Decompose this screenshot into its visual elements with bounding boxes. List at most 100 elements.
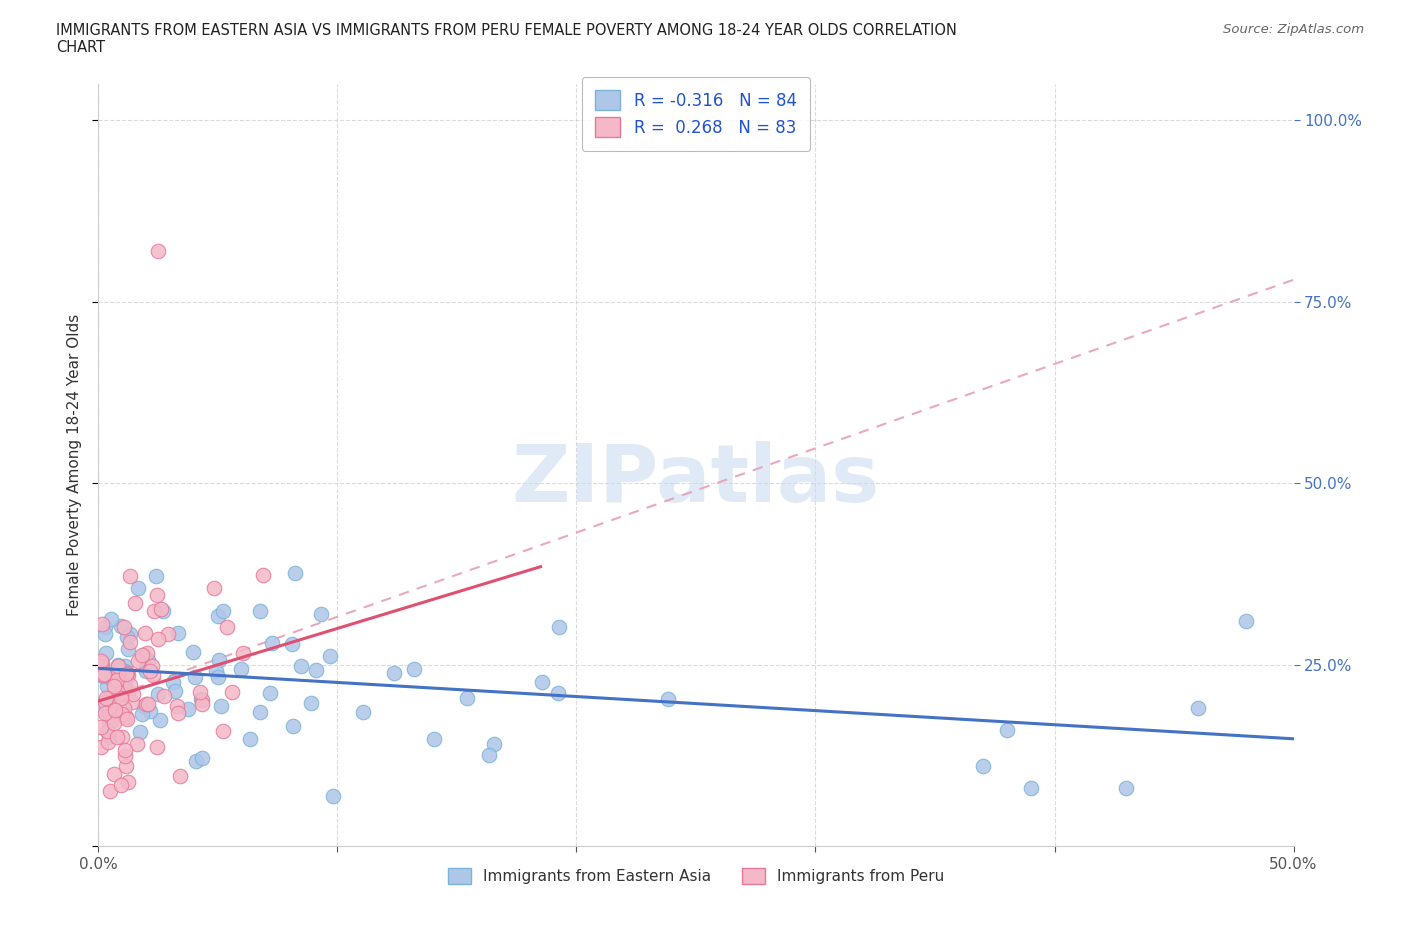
Point	[530, 674, 553, 689]
Y-axis label: Female Poverty Among 18-24 Year Olds: Female Poverty Among 18-24 Year Olds	[66, 314, 82, 616]
Point	[110, 618, 132, 633]
Point	[103, 716, 125, 731]
Text: Source: ZipAtlas.com: Source: ZipAtlas.com	[1223, 23, 1364, 36]
Point	[284, 565, 307, 580]
Point	[112, 681, 135, 696]
Point	[221, 684, 243, 699]
Point	[136, 697, 159, 711]
Point	[115, 759, 138, 774]
Point	[188, 684, 211, 699]
Point	[93, 619, 115, 634]
Point	[166, 698, 188, 713]
Point	[93, 627, 115, 642]
Point	[152, 604, 174, 618]
Point	[402, 662, 425, 677]
Point	[104, 677, 127, 692]
Point	[134, 626, 156, 641]
Point	[125, 737, 148, 751]
Point	[97, 729, 120, 744]
Point	[90, 617, 112, 631]
Point	[142, 604, 165, 618]
Point	[107, 663, 129, 678]
Point	[132, 648, 155, 663]
Point	[108, 666, 131, 681]
Point	[124, 595, 146, 610]
Point	[136, 653, 159, 668]
Point	[114, 664, 136, 679]
Point	[135, 697, 157, 711]
Point	[98, 691, 121, 706]
Point	[114, 658, 136, 673]
Point	[167, 626, 190, 641]
Point	[309, 606, 332, 621]
Point	[547, 685, 569, 700]
Legend: Immigrants from Eastern Asia, Immigrants from Peru: Immigrants from Eastern Asia, Immigrants…	[440, 861, 952, 892]
Point	[202, 581, 225, 596]
Point	[121, 695, 143, 710]
Point	[1234, 614, 1257, 629]
Point	[131, 707, 153, 722]
Point	[90, 656, 112, 671]
Point	[205, 664, 228, 679]
Point	[97, 715, 120, 730]
Point	[90, 739, 112, 754]
Point	[94, 706, 117, 721]
Point	[110, 685, 132, 700]
Point	[207, 609, 229, 624]
Point	[207, 670, 229, 684]
Point	[121, 687, 143, 702]
Point	[90, 720, 112, 735]
Point	[150, 602, 173, 617]
Point	[90, 658, 112, 673]
Point	[107, 658, 129, 672]
Point	[101, 699, 124, 714]
Point	[91, 668, 114, 683]
Point	[1019, 781, 1042, 796]
Point	[120, 569, 142, 584]
Point	[97, 706, 120, 721]
Point	[101, 672, 124, 687]
Point	[138, 664, 160, 679]
Point	[114, 749, 136, 764]
Point	[995, 723, 1018, 737]
Point	[148, 686, 170, 701]
Point	[100, 612, 122, 627]
Point	[115, 630, 138, 644]
Point	[146, 631, 169, 646]
Point	[111, 677, 134, 692]
Point	[104, 703, 127, 718]
Point	[322, 789, 344, 804]
Point	[249, 604, 271, 618]
Point	[142, 668, 165, 683]
Point	[145, 587, 167, 602]
Point	[114, 710, 136, 724]
Point	[217, 620, 239, 635]
Point	[118, 627, 141, 642]
Point	[131, 648, 153, 663]
Point	[132, 698, 155, 713]
Point	[98, 783, 121, 798]
Point	[115, 711, 138, 726]
Point	[249, 705, 271, 720]
Point	[114, 742, 136, 757]
Point	[112, 700, 135, 715]
Point	[93, 695, 115, 710]
Point	[145, 569, 167, 584]
Point	[183, 644, 205, 659]
Point	[117, 668, 139, 683]
Point	[127, 654, 149, 669]
Point	[110, 690, 132, 705]
Point	[145, 739, 167, 754]
Text: ZIPatlas: ZIPatlas	[512, 441, 880, 519]
Point	[657, 692, 679, 707]
Point	[135, 659, 157, 674]
Point	[190, 697, 212, 711]
Point	[252, 567, 274, 582]
Point	[91, 663, 114, 678]
Point	[103, 678, 125, 693]
Point	[93, 667, 115, 682]
Point	[260, 636, 283, 651]
Point	[117, 685, 139, 700]
Point	[209, 698, 232, 713]
Point	[105, 672, 128, 687]
